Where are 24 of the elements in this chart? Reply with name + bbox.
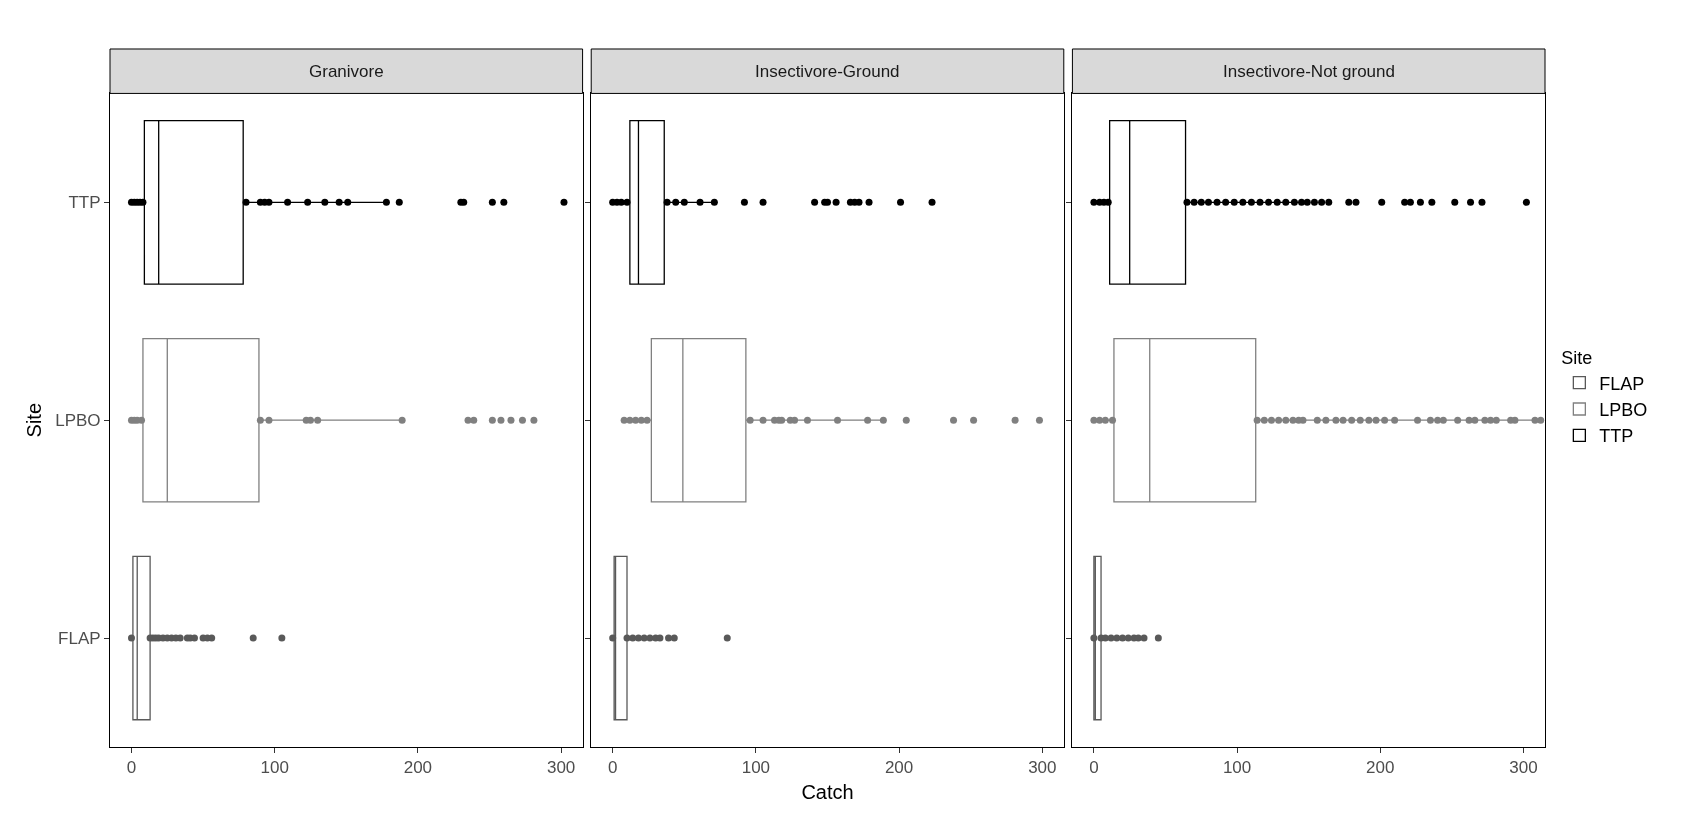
x-tick-label: 100 <box>741 758 771 778</box>
x-tick-label: 0 <box>1089 758 1099 778</box>
x-tick-label: 300 <box>1509 758 1538 778</box>
x-axis-title: Catch <box>801 780 854 803</box>
y-tick-label: FLAP <box>58 629 101 649</box>
x-tick-label: 200 <box>1366 758 1395 778</box>
x-tick-label: 200 <box>884 758 914 778</box>
chart-title: Granivore <box>309 62 384 81</box>
y-axis-title: Site <box>22 402 45 438</box>
x-tick-label: 0 <box>126 758 137 778</box>
x-tick-label: 100 <box>1222 758 1252 778</box>
legend-label: LPBO <box>1599 400 1648 421</box>
legend-title: Site <box>1561 348 1593 369</box>
x-tick-label: 300 <box>1028 758 1057 778</box>
chart-title: Insectivore-Ground <box>755 62 900 81</box>
x-tick-label: 100 <box>260 758 289 778</box>
x-tick-label: 0 <box>607 758 618 778</box>
x-tick-label: 300 <box>546 758 576 778</box>
legend-label: FLAP <box>1599 373 1645 394</box>
y-tick-label: TTP <box>68 193 101 213</box>
x-tick-label: 200 <box>403 758 433 778</box>
legend-label: TTP <box>1599 426 1634 447</box>
y-tick-label: LPBO <box>55 411 101 431</box>
chart-title: Insectivore-Not ground <box>1223 62 1395 81</box>
